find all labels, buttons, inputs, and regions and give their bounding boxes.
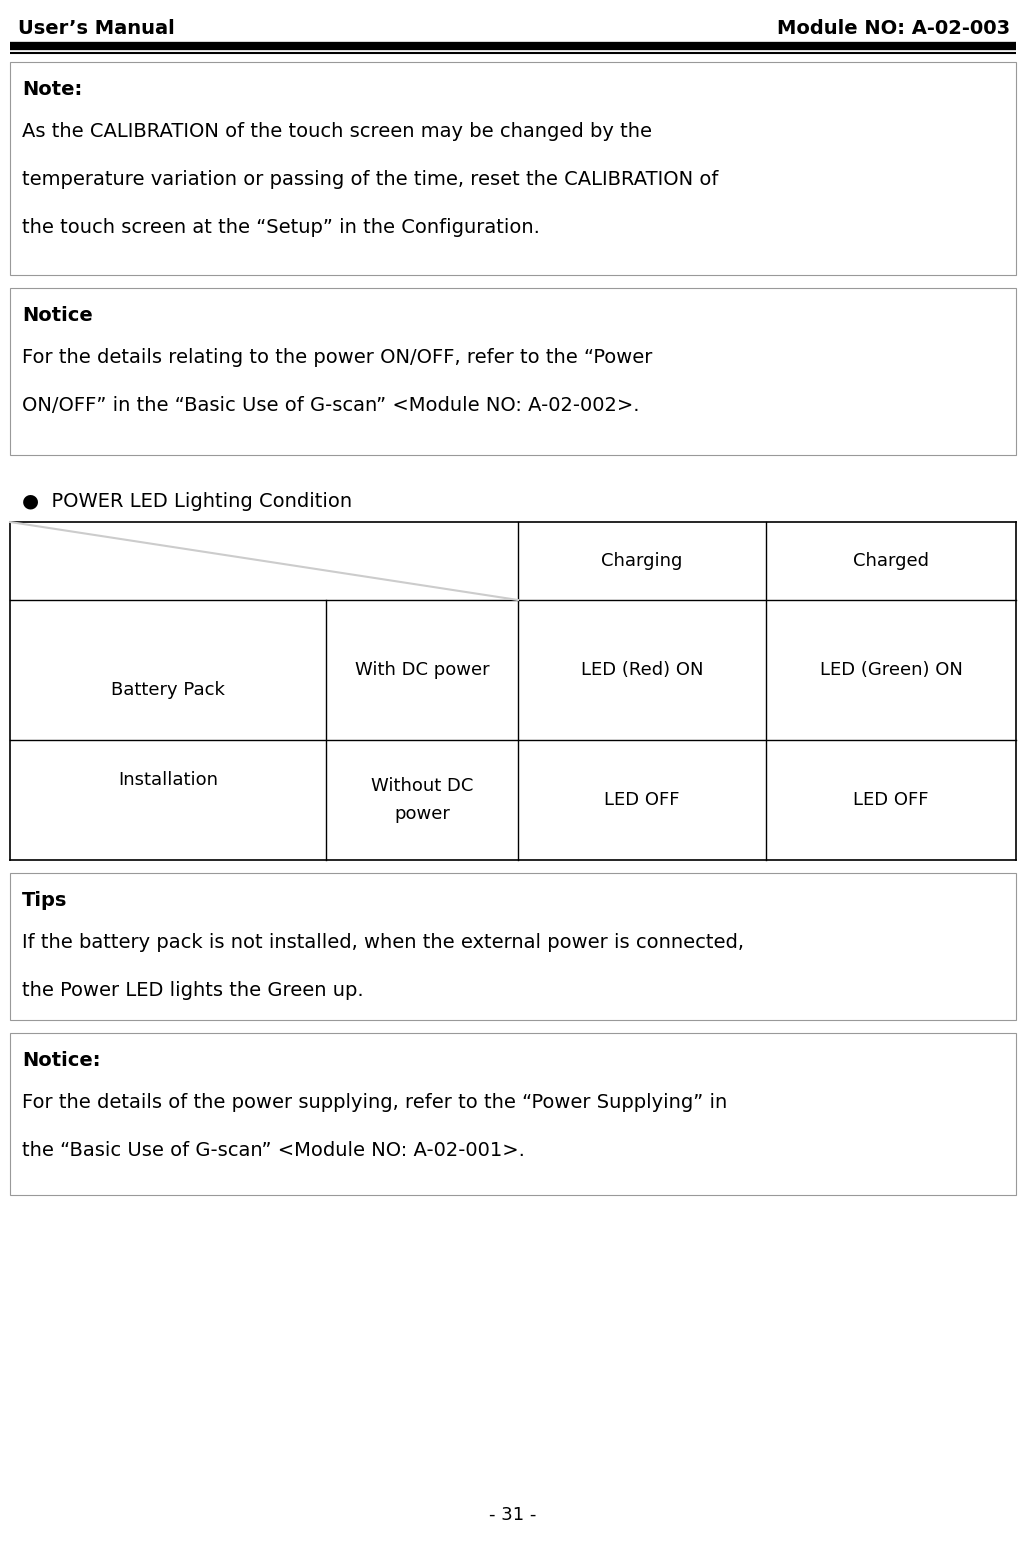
Text: the “Basic Use of G-scan” <Module NO: A-02-001>.: the “Basic Use of G-scan” <Module NO: A-… — [22, 1141, 525, 1160]
Text: ON/OFF” in the “Basic Use of G-scan” <Module NO: A-02-002>.: ON/OFF” in the “Basic Use of G-scan” <Mo… — [22, 396, 639, 414]
Text: LED OFF: LED OFF — [854, 792, 929, 809]
Text: LED (Red) ON: LED (Red) ON — [581, 662, 703, 679]
Text: power: power — [394, 805, 450, 822]
Text: LED (Green) ON: LED (Green) ON — [820, 662, 962, 679]
Text: Notice:: Notice: — [22, 1051, 101, 1070]
Text: With DC power: With DC power — [355, 662, 489, 679]
Text: LED OFF: LED OFF — [604, 792, 680, 809]
Bar — [10, 288, 1016, 455]
Text: Module NO: A-02-003: Module NO: A-02-003 — [777, 19, 1010, 37]
Text: As the CALIBRATION of the touch screen may be changed by the: As the CALIBRATION of the touch screen m… — [22, 122, 652, 141]
Text: Charged: Charged — [853, 552, 929, 570]
Bar — [10, 873, 1016, 1020]
Text: Battery Pack: Battery Pack — [111, 680, 225, 699]
Text: temperature variation or passing of the time, reset the CALIBRATION of: temperature variation or passing of the … — [22, 170, 718, 189]
Text: For the details relating to the power ON/OFF, refer to the “Power: For the details relating to the power ON… — [22, 348, 653, 366]
Text: For the details of the power supplying, refer to the “Power Supplying” in: For the details of the power supplying, … — [22, 1093, 727, 1112]
Text: Notice: Notice — [22, 306, 92, 325]
Text: User’s Manual: User’s Manual — [18, 19, 174, 37]
Text: If the battery pack is not installed, when the external power is connected,: If the battery pack is not installed, wh… — [22, 932, 744, 952]
Text: ●  POWER LED Lighting Condition: ● POWER LED Lighting Condition — [22, 492, 352, 512]
Text: Charging: Charging — [601, 552, 682, 570]
Text: the Power LED lights the Green up.: the Power LED lights the Green up. — [22, 982, 363, 1000]
Text: Tips: Tips — [22, 890, 68, 911]
Text: Installation: Installation — [118, 771, 218, 788]
Text: Without DC: Without DC — [370, 778, 473, 795]
Text: - 31 -: - 31 - — [489, 1506, 537, 1524]
Text: Note:: Note: — [22, 80, 82, 99]
Bar — [10, 1033, 1016, 1195]
Text: the touch screen at the “Setup” in the Configuration.: the touch screen at the “Setup” in the C… — [22, 218, 540, 237]
Bar — [10, 62, 1016, 275]
